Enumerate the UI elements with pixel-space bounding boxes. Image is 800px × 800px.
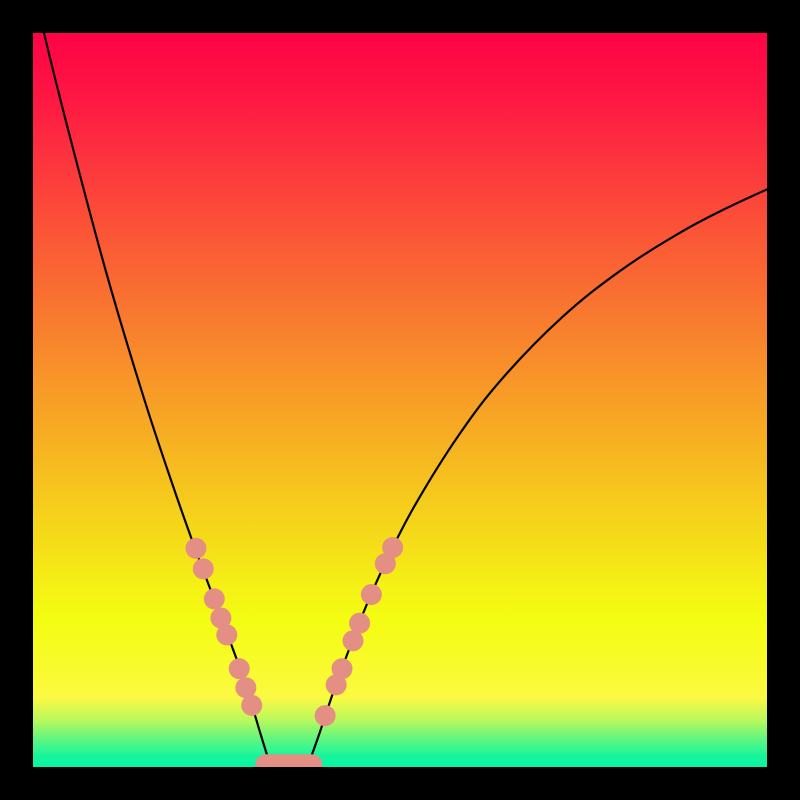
data-marker (216, 624, 237, 645)
data-marker (315, 705, 336, 726)
data-marker (349, 613, 370, 634)
data-marker (193, 558, 214, 579)
data-marker (204, 588, 225, 609)
bottleneck-curve-chart (0, 0, 800, 800)
data-marker (332, 658, 353, 679)
plot-gradient-background (33, 33, 767, 767)
data-marker (361, 584, 382, 605)
data-marker (241, 695, 262, 716)
data-marker (185, 538, 206, 559)
data-marker (382, 537, 403, 558)
data-marker (229, 658, 250, 679)
